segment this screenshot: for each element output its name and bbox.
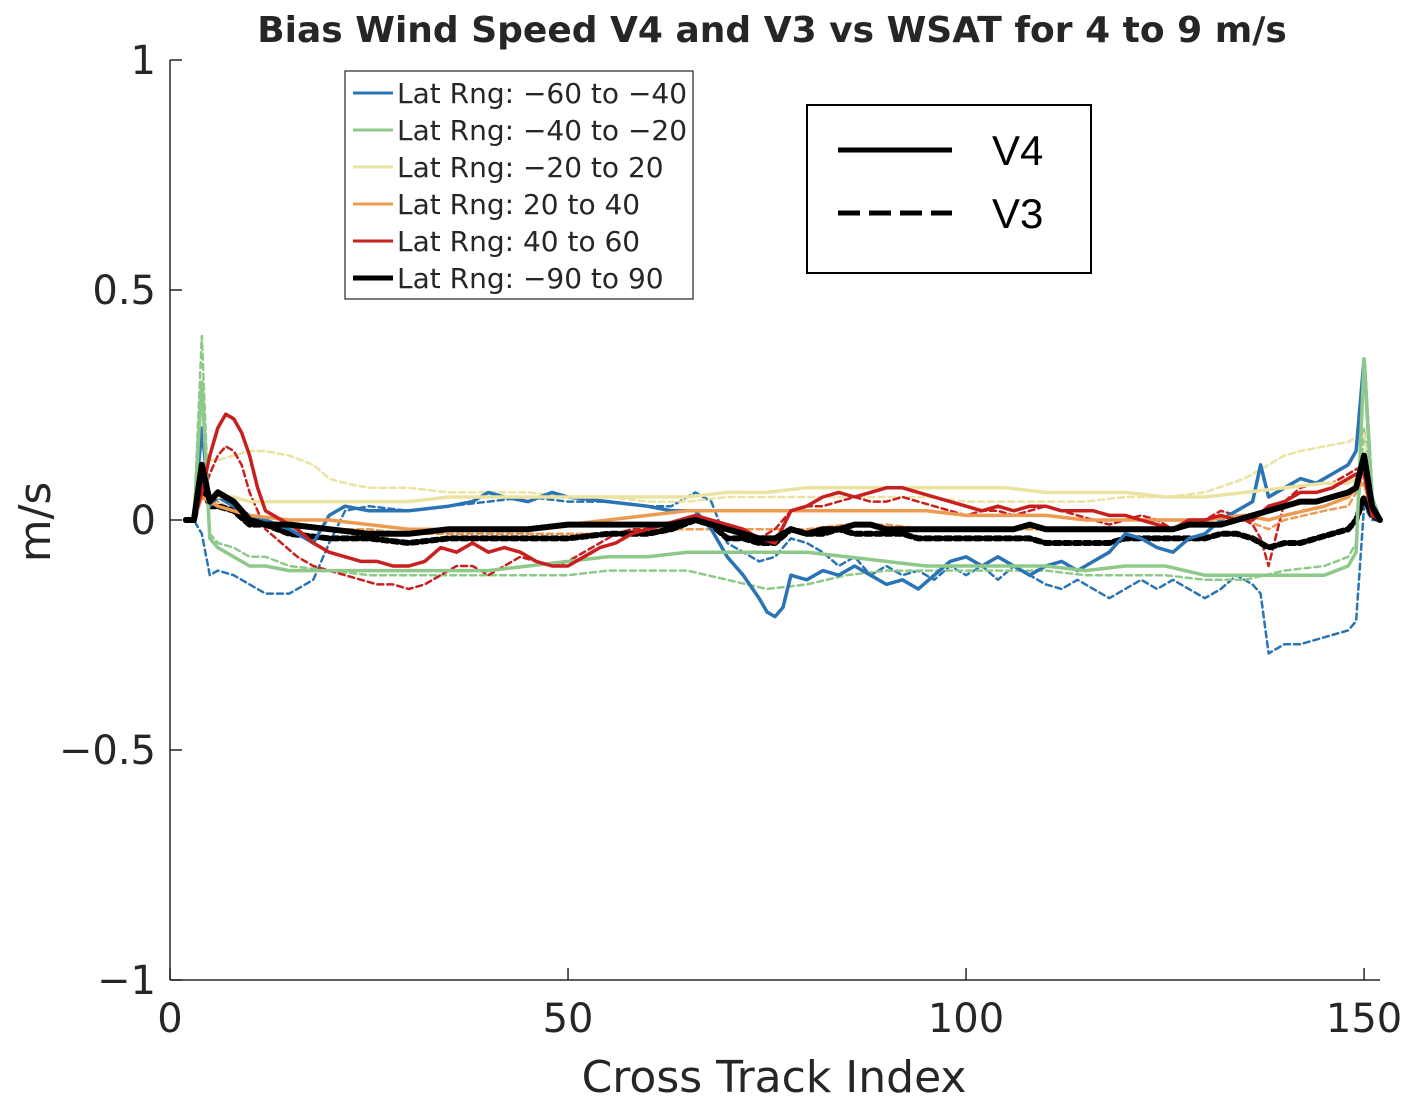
plot-lines xyxy=(182,334,1383,655)
legend-label: Lat Rng: −20 to 20 xyxy=(397,151,664,184)
legend-label: Lat Rng: −90 to 90 xyxy=(397,262,664,295)
series-line-v4-lat-rng-m40-to-m20 xyxy=(184,357,1382,577)
y-tick-label: 0 xyxy=(131,498,156,544)
y-tick-label: 1 xyxy=(131,38,156,84)
series-line-v3-lat-rng-m20-to-20 xyxy=(184,431,1382,522)
axes: 0 50 100 150 1 0.5 0 −0.5 −1 xyxy=(59,38,1402,1042)
legend-label: Lat Rng: 20 to 40 xyxy=(397,188,640,221)
x-tick-label: 150 xyxy=(1326,996,1402,1042)
series-line-v4-lat-rng-m20-to-20 xyxy=(184,472,1382,522)
legend-box xyxy=(344,70,694,300)
style-legend-label: V4 xyxy=(992,127,1043,174)
series-line-v3-lat-rng-m90-to-90 xyxy=(182,480,1383,551)
legend-label: Lat Rng: 40 to 60 xyxy=(397,225,640,258)
series-legend: Lat Rng: −60 to −40 Lat Rng: −40 to −20 La… xyxy=(344,70,694,300)
legend-label: Lat Rng: −60 to −40 xyxy=(397,77,687,110)
chart-title: Bias Wind Speed V4 and V3 vs WSAT for 4 … xyxy=(257,10,1287,51)
x-tick-label: 50 xyxy=(543,996,594,1042)
series-line-v3-lat-rng-m60-to-m40 xyxy=(184,491,1382,655)
style-legend-box xyxy=(806,104,1092,274)
x-axis-label: Cross Track Index xyxy=(582,1052,967,1098)
series-line-v4-lat-rng-m90-to-90 xyxy=(182,452,1383,542)
y-tick-label: 0.5 xyxy=(92,268,156,314)
legend-label: Lat Rng: −40 to −20 xyxy=(397,114,687,147)
y-axis-label: m/s xyxy=(10,482,61,563)
style-legend-label: V3 xyxy=(992,190,1043,237)
series-line-v3-lat-rng-40-to-60 xyxy=(184,445,1382,591)
x-tick-label: 100 xyxy=(928,996,1004,1042)
series-line-v4-lat-rng-20-to-40 xyxy=(184,481,1382,531)
series-line-v4-lat-rng-m60-to-m40 xyxy=(184,357,1382,619)
y-tick-label: −0.5 xyxy=(59,728,156,774)
y-tick-label: −1 xyxy=(97,958,156,1004)
x-tick-label: 0 xyxy=(157,996,182,1042)
